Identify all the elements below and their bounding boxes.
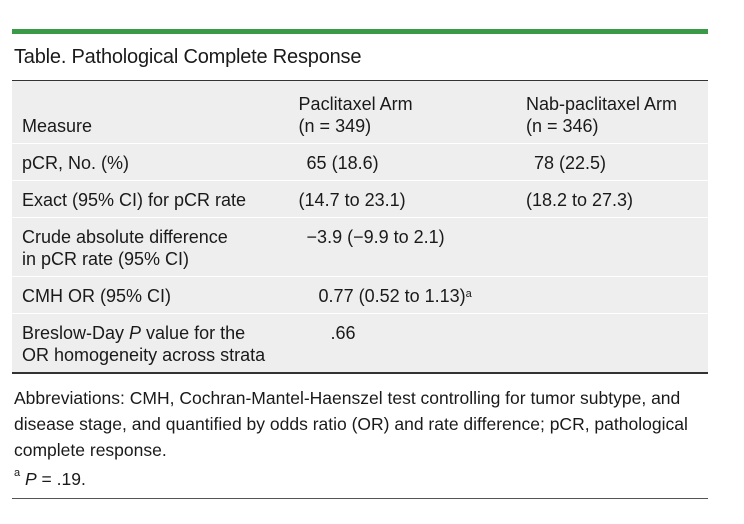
row-measure-line2: OR homogeneity across strata — [22, 345, 266, 365]
footnote-marker: a — [14, 467, 21, 479]
end-rule — [12, 498, 708, 499]
row-nab-value: (18.2 to 27.3) — [525, 190, 634, 210]
header-nab: Nab-paclitaxel Arm (n = 346) — [526, 81, 708, 144]
table-bottom-rule — [12, 372, 708, 374]
row-paclitaxel-value: 65 (18.6) — [306, 153, 379, 173]
header-nab-line2: (n = 346) — [525, 116, 599, 136]
row-paclitaxel-value: (14.7 to 23.1) — [298, 190, 406, 210]
header-paclitaxel-line2: (n = 349) — [298, 116, 372, 136]
header-paclitaxel: Paclitaxel Arm (n = 349) — [299, 81, 526, 144]
table-row: Exact (95% CI) for pCR rate (14.7 to 23.… — [12, 180, 708, 218]
table-row: pCR, No. (%) 65 (18.6) 78 (22.5) — [12, 143, 708, 181]
italic-p: P — [25, 469, 37, 489]
row-measure-line1: Breslow-Day P value for the — [22, 323, 246, 343]
table-frame: Table. Pathological Complete Response Me… — [12, 29, 708, 497]
row-combined-value: 0.77 (0.52 to 1.13)a — [299, 277, 708, 314]
header-row: Measure Paclitaxel Arm (n = 349) Nab-pac… — [12, 81, 708, 144]
accent-top-rule — [12, 29, 708, 34]
header-paclitaxel-line1: Paclitaxel Arm — [298, 94, 413, 114]
footnote-text: = .19. — [36, 469, 86, 489]
italic-p: P — [129, 323, 142, 343]
abbreviations-note: Abbreviations: CMH, Cochran-Mantel-Haens… — [14, 388, 688, 460]
row-measure-line2: in pCR rate (95% CI) — [22, 249, 190, 269]
or-value: 0.77 (0.52 to 1.13) — [318, 286, 466, 306]
header-measure: Measure — [22, 116, 93, 136]
row-measure: Exact (95% CI) for pCR rate — [22, 190, 247, 210]
row-combined-value: .66 — [330, 323, 356, 343]
row-measure: Crude absolute difference in pCR rate (9… — [12, 218, 299, 277]
row-measure: Breslow-Day P value for the OR homogenei… — [12, 314, 299, 373]
table-row: Breslow-Day P value for the OR homogenei… — [12, 313, 708, 373]
row-measure-line1: Crude absolute difference — [22, 227, 228, 247]
row-measure: CMH OR (95% CI) — [22, 286, 172, 306]
footnote: a P = .19. — [12, 463, 708, 497]
table-row: Crude absolute difference in pCR rate (9… — [12, 217, 708, 277]
row-combined-value: −3.9 (−9.9 to 2.1) — [306, 227, 445, 247]
header-nab-line1: Nab-paclitaxel Arm — [525, 94, 678, 114]
row-nab-value: 78 (22.5) — [533, 153, 606, 173]
table-title: Table. Pathological Complete Response — [14, 46, 362, 68]
row-measure: pCR, No. (%) — [22, 153, 130, 173]
footnote-marker: a — [465, 288, 472, 300]
title-rule — [12, 80, 708, 81]
results-table: Measure Paclitaxel Arm (n = 349) Nab-pac… — [12, 81, 708, 372]
table-row: CMH OR (95% CI) 0.77 (0.52 to 1.13)a — [12, 276, 708, 314]
